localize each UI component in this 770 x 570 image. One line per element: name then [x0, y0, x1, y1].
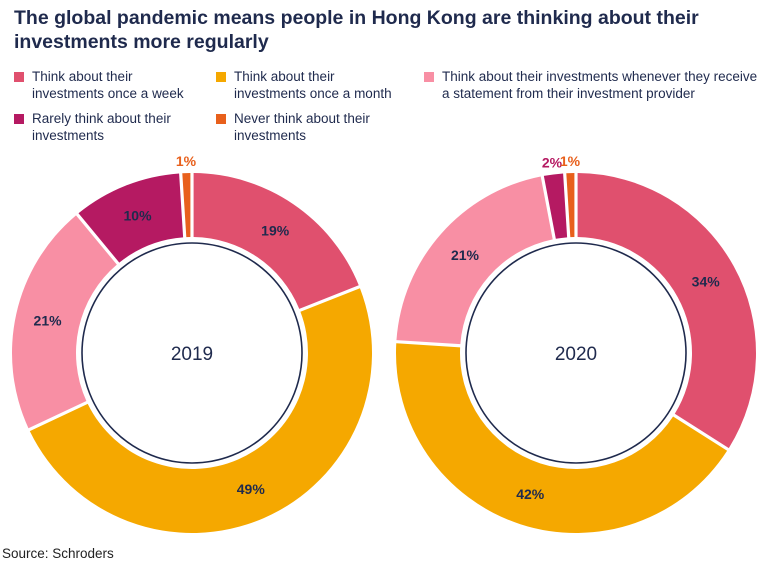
legend-swatch-weekly — [14, 72, 24, 82]
donut-label-2019-rarely: 10% — [124, 207, 153, 223]
donut-center-2020 — [465, 242, 687, 464]
donut-label-2020-statement: 21% — [451, 247, 480, 263]
donut-slice-2020-statement — [396, 176, 553, 345]
donut-label-2020-rarely: 2% — [542, 155, 563, 171]
donut-slice-2019-rarely — [78, 173, 184, 263]
legend-item-never: Never think about their investments — [216, 110, 406, 144]
legend-item-statement: Think about their investments whenever t… — [424, 68, 764, 102]
donut-label-2019-weekly: 19% — [261, 223, 290, 239]
donut-slice-2019-monthly — [29, 288, 373, 533]
donut-label-2020-never: 1% — [560, 153, 581, 169]
legend-label-monthly: Think about their investments once a mon… — [234, 69, 392, 101]
donut-label-2019-never: 1% — [176, 153, 197, 169]
legend-item-monthly: Think about their investments once a mon… — [216, 68, 406, 102]
donut-slice-2019-statement — [11, 215, 117, 429]
chart-title: The global pandemic means people in Hong… — [14, 7, 699, 53]
legend-label-statement: Think about their investments whenever t… — [442, 69, 758, 101]
donut-label-2020-monthly: 42% — [516, 486, 545, 502]
donut-label-2019-statement: 21% — [34, 313, 63, 329]
legend-label-never: Never think about their investments — [234, 111, 370, 143]
legend-swatch-statement — [424, 72, 434, 82]
legend-label-rarely: Rarely think about their investments — [32, 111, 171, 143]
donut-year-2019: 2019 — [171, 344, 213, 365]
legend-swatch-monthly — [216, 72, 226, 82]
donut-slice-2020-never — [566, 173, 575, 238]
donut-slice-2020-monthly — [396, 343, 728, 533]
donut-slice-2020-rarely — [543, 173, 568, 239]
source-note: Source: Schroders — [2, 546, 114, 561]
legend-label-weekly: Think about their investments once a wee… — [32, 69, 184, 101]
donut-slice-2020-weekly — [577, 173, 757, 449]
legend-swatch-never — [216, 114, 226, 124]
legend-swatch-rarely — [14, 114, 24, 124]
legend-item-rarely: Rarely think about their investments — [14, 110, 204, 144]
donut-center-2019 — [81, 242, 303, 464]
donut-year-2020: 2020 — [555, 344, 597, 365]
donut-slice-2019-never — [182, 173, 191, 238]
legend-item-weekly: Think about their investments once a wee… — [14, 68, 204, 102]
donut-label-2020-weekly: 34% — [692, 274, 721, 290]
donut-label-2019-monthly: 49% — [237, 481, 266, 497]
donut-slice-2019-weekly — [193, 173, 359, 309]
